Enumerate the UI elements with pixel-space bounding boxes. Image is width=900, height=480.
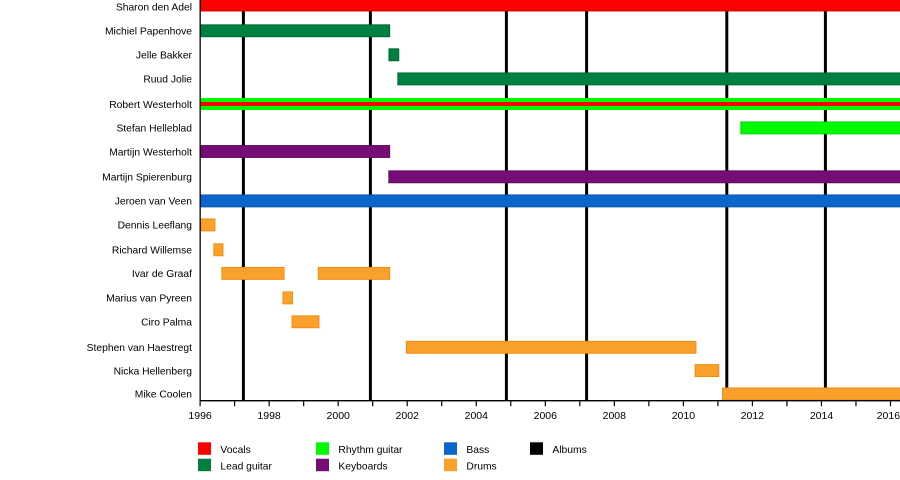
svg-text:Mike Coolen: Mike Coolen (135, 390, 193, 401)
svg-text:Marius van Pyreen: Marius van Pyreen (106, 294, 192, 305)
svg-text:2006: 2006 (534, 410, 558, 422)
svg-text:Bass: Bass (466, 445, 489, 456)
svg-text:2002: 2002 (396, 410, 420, 422)
svg-text:Rhythm guitar: Rhythm guitar (338, 445, 403, 456)
svg-text:Stephen van Haestregt: Stephen van Haestregt (87, 343, 192, 354)
svg-text:2000: 2000 (327, 410, 351, 422)
svg-text:Martijn Westerholt: Martijn Westerholt (109, 147, 192, 158)
svg-text:Michiel Papenhove: Michiel Papenhove (105, 27, 192, 38)
svg-text:Dennis Leeflang: Dennis Leeflang (118, 221, 193, 232)
svg-text:1998: 1998 (257, 410, 281, 422)
svg-text:Ivar de Graaf: Ivar de Graaf (132, 269, 192, 280)
svg-text:2012: 2012 (741, 410, 765, 422)
svg-text:Lead guitar: Lead guitar (220, 462, 272, 473)
svg-text:2014: 2014 (810, 410, 834, 422)
svg-text:2008: 2008 (603, 410, 627, 422)
svg-text:2016: 2016 (877, 410, 900, 422)
svg-text:Ciro Palma: Ciro Palma (141, 318, 192, 329)
svg-text:2004: 2004 (465, 410, 489, 422)
svg-text:2010: 2010 (672, 410, 696, 422)
svg-text:Albums: Albums (552, 445, 586, 456)
svg-text:Martijn Spierenburg: Martijn Spierenburg (102, 173, 192, 184)
svg-text:1996: 1996 (188, 410, 212, 422)
svg-text:Jeroen van Veen: Jeroen van Veen (115, 197, 193, 208)
svg-text:Sharon den Adel: Sharon den Adel (116, 2, 192, 13)
svg-text:Stefan Helleblad: Stefan Helleblad (116, 124, 192, 135)
svg-text:Jelle Bakker: Jelle Bakker (136, 51, 193, 62)
svg-text:Ruud Jolie: Ruud Jolie (143, 75, 192, 86)
svg-text:Drums: Drums (466, 462, 496, 473)
svg-text:Richard Willemse: Richard Willemse (112, 246, 192, 257)
svg-text:Robert Westerholt: Robert Westerholt (109, 100, 192, 111)
svg-text:Nicka Hellenberg: Nicka Hellenberg (114, 366, 193, 377)
svg-text:Vocals: Vocals (220, 445, 250, 456)
svg-text:Keyboards: Keyboards (338, 462, 387, 473)
